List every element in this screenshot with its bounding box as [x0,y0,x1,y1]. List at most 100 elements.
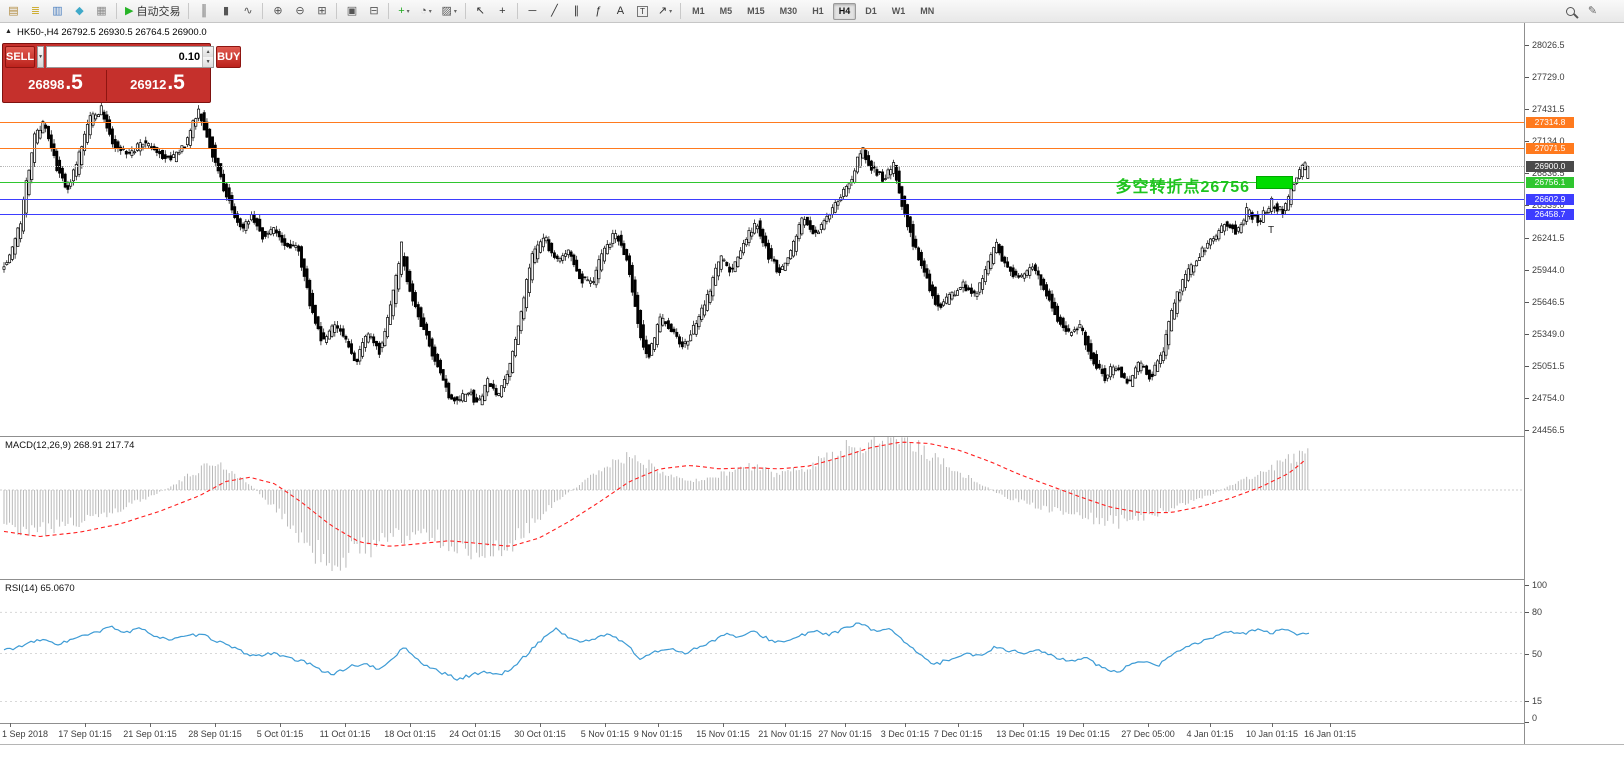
price-tick [1525,205,1529,206]
time-tick [345,723,346,727]
time-tick [1330,723,1331,727]
one-click-trading-toggle[interactable]: ▲ [5,28,12,35]
sell-price-main: 26898 [28,77,65,92]
time-axis-label: 1 Sep 2018 [2,729,49,739]
timeframe-h1-button[interactable]: H1 [812,6,824,16]
line-chart-icon[interactable]: ∿ [243,4,253,17]
navigator-icon[interactable]: ◆ [75,4,84,17]
trendline-icon[interactable]: ╱ [551,4,558,17]
time-axis-label: 5 Oct 01:15 [256,729,304,739]
crosshair-icon[interactable]: + [499,4,506,17]
price-badge-26602.9: 26602.9 [1526,194,1574,205]
timeframe-m5-button[interactable]: M5 [719,6,733,16]
rsi-axis-label: 100 [1532,580,1548,590]
pivot-annotation-text[interactable]: 多空转折点26756 [1115,179,1250,196]
price-axis[interactable]: 28026.5 27729.0 27431.5 27134.0 26836.5 26539… [1524,23,1624,744]
time-axis-label: 21 Nov 01:15 [758,729,812,739]
macd-pane-divider [0,436,1524,437]
price-axis-label: 27431.5 [1532,104,1565,114]
candlestick-chart[interactable] [0,23,1524,436]
timeframe-m30-button[interactable]: M30 [779,6,798,16]
bars-chart-icon[interactable]: ║ [200,4,208,17]
chevron-down-icon: ▼ [38,54,44,60]
time-tick [280,723,281,727]
arrows-icon[interactable]: ↗ ▾ [657,4,673,17]
volume-decrease-button[interactable]: ▼ [203,57,214,67]
timeframe-m15-button[interactable]: M15 [747,6,765,16]
rsi-indicator-label: RSI(14) 65.0670 [5,583,75,594]
zoom-in-icon[interactable]: ⊕ [273,4,283,17]
chart-title-ohlc: HK50-,H4 26792.5 26930.5 26764.5 26900.0 [17,27,207,38]
timeframe-w1-button[interactable]: W1 [891,6,906,16]
text-label-icon[interactable]: T [632,2,653,21]
timeframe-h4-button[interactable]: H4 [832,2,857,20]
price-axis-label: 26241.5 [1532,233,1565,243]
rsi-axis-label: 0 [1532,713,1538,723]
search-icon[interactable] [1560,2,1581,21]
price-tick [1525,238,1529,239]
macd-chart[interactable] [0,437,1524,579]
cascade-windows-icon[interactable]: ▣ [346,4,358,17]
tile-windows-icon[interactable]: ⊞ [317,4,327,17]
zoom-out-icon[interactable]: ⊖ [295,4,305,17]
price-axis-label: 27134.0 [1532,136,1565,146]
price-axis-label: 26539.0 [1532,200,1565,210]
toolbar-separator [464,3,466,19]
time-axis-label: 30 Oct 01:15 [514,729,566,739]
candlestick-chart-icon[interactable]: ▮ [222,4,229,17]
volume-dropdown-button[interactable]: ▼ [37,46,45,68]
buy-price-pips: .5 [167,71,185,94]
time-tick [475,723,476,727]
time-tick [215,723,216,727]
rsi-tick [1525,612,1529,613]
terminal-icon[interactable]: ▦ [96,4,107,17]
edit-chart-icon[interactable]: ✎ [1587,4,1598,17]
time-tick [540,723,541,727]
highlight-rectangle-annotation[interactable] [1256,176,1293,189]
price-tick [1525,173,1529,174]
equidistant-channel-icon[interactable]: ∥ [573,4,580,17]
rsi-chart[interactable] [0,580,1524,722]
toolbar-separator [388,3,390,19]
toolbar-separator [262,3,264,19]
timeframe-d1-button[interactable]: D1 [865,6,877,16]
data-window-icon[interactable]: ▥ [52,4,63,17]
price-axis-label: 24754.0 [1532,393,1565,403]
time-axis-label: 5 Nov 01:15 [580,729,630,739]
chart-window[interactable]: ▲ HK50-,H4 26792.5 26930.5 26764.5 26900… [0,23,1624,771]
time-tick [605,723,606,727]
price-badge-26458.7: 26458.7 [1526,209,1574,220]
timeframe-mn-button[interactable]: MN [920,6,935,16]
sell-button[interactable]: SELL [5,46,36,68]
price-axis-label: 28026.5 [1532,40,1565,50]
time-axis[interactable]: 1 Sep 2018 17 Sep 01:15 21 Sep 01:15 28 Sep… [0,723,1524,745]
buy-button[interactable]: BUY [216,46,242,68]
time-tick [85,723,86,727]
new-order-icon[interactable]: ▤ [8,4,19,17]
t-marker-annotation[interactable]: T [1268,225,1275,236]
price-badge-27071.5: 27071.5 [1526,143,1574,154]
timeframe-group: M1 M5 M15 M30 H1 H4 D1 W1 MN [685,2,941,20]
volume-increase-button[interactable]: ▲ [203,47,214,57]
price-axis-label: 25051.5 [1532,361,1565,371]
time-axis-label: 27 Nov 01:15 [818,729,872,739]
volume-input[interactable] [47,47,203,67]
time-tick [905,723,906,727]
timeframe-m1-button[interactable]: M1 [692,6,705,16]
autotrading-button[interactable]: ▶ 自动交易 [125,4,181,18]
market-watch-icon[interactable]: ≣ [30,4,41,17]
fibonacci-icon[interactable]: ƒ [595,4,602,17]
toolbar-right-group: ✎ [1560,2,1603,21]
arrange-windows-icon[interactable]: ⊟ [369,4,379,17]
text-icon[interactable]: A [616,4,625,17]
price-axis-label: 24456.5 [1532,425,1565,435]
horizontal-line-icon[interactable]: ─ [528,4,537,17]
periods-icon[interactable]: ◔ ▾ [420,4,432,17]
time-tick [1210,723,1211,727]
time-tick [10,723,11,727]
add-indicator-icon[interactable]: + ▾ [398,4,410,17]
cursor-icon[interactable]: ↖ [475,4,485,17]
price-tick [1525,302,1529,303]
templates-icon[interactable]: ▨ ▾ [441,4,457,17]
time-axis-label: 3 Dec 01:15 [880,729,930,739]
